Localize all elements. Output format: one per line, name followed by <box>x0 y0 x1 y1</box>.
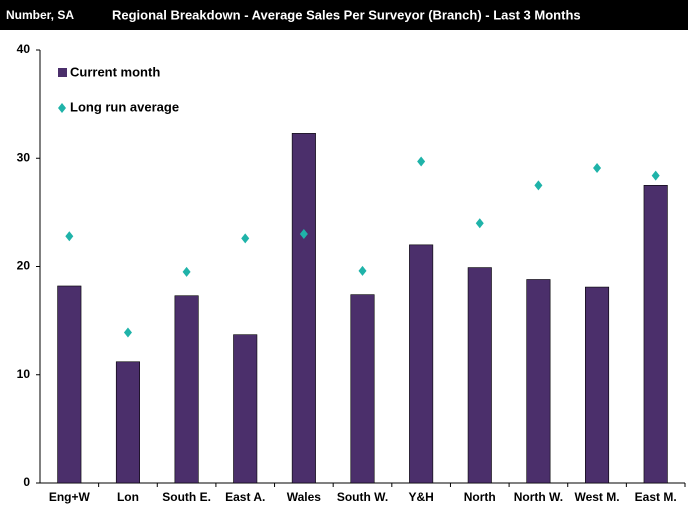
x-tick-label: South E. <box>162 490 211 504</box>
marker <box>65 231 74 242</box>
y-tick-label: 30 <box>17 150 31 164</box>
x-tick-label: North W. <box>514 490 563 504</box>
bar <box>174 295 199 484</box>
x-tick-label: Y&H <box>408 490 433 504</box>
marker <box>593 162 602 173</box>
marker <box>241 233 250 244</box>
bar <box>467 267 492 484</box>
marker <box>417 156 426 167</box>
bar <box>291 133 316 484</box>
x-tick-label: West M. <box>574 490 619 504</box>
marker <box>299 229 308 240</box>
legend-label: Long run average <box>70 99 179 114</box>
chart-title: Regional Breakdown - Average Sales Per S… <box>112 7 581 22</box>
chart-subtitle: Number, SA <box>6 8 74 22</box>
bar <box>233 334 258 484</box>
bar <box>643 185 668 484</box>
marker <box>123 327 132 338</box>
bar <box>526 279 551 484</box>
title-bar <box>0 0 688 30</box>
x-tick-label: Wales <box>287 490 322 504</box>
y-tick-label: 40 <box>17 42 31 56</box>
x-tick-label: North <box>464 490 496 504</box>
bar <box>409 244 434 484</box>
marker <box>534 180 543 191</box>
x-tick-label: Lon <box>117 490 139 504</box>
legend-swatch <box>58 103 66 113</box>
x-tick-label: Eng+W <box>49 490 91 504</box>
y-tick-label: 0 <box>23 475 30 489</box>
y-tick-label: 10 <box>17 367 31 381</box>
bar <box>115 361 140 484</box>
y-tick-label: 20 <box>17 259 31 273</box>
marker <box>358 265 367 276</box>
marker <box>651 170 660 181</box>
bar <box>57 285 82 484</box>
marker <box>182 266 191 277</box>
legend-swatch <box>58 68 67 77</box>
x-tick-label: East A. <box>225 490 265 504</box>
bar <box>350 294 375 484</box>
x-tick-label: East M. <box>635 490 677 504</box>
legend-label: Current month <box>70 64 160 79</box>
marker <box>475 218 484 229</box>
x-tick-label: South W. <box>337 490 388 504</box>
bar <box>585 286 610 484</box>
